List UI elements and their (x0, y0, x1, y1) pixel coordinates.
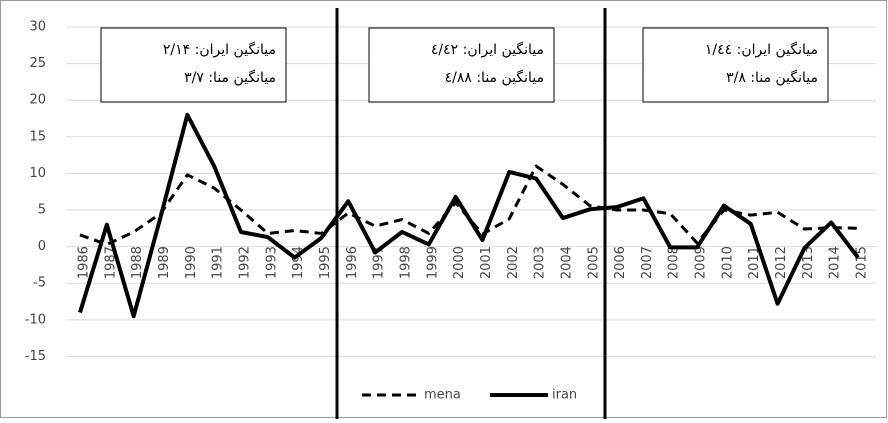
x-tick-label: 2006 (613, 246, 628, 279)
x-tick-label: 1990 (184, 246, 199, 279)
y-tick-label: 0 (38, 239, 46, 254)
x-tick-label: 2011 (747, 246, 762, 279)
y-tick-label: -10 (25, 312, 46, 327)
x-tick-label: 1992 (237, 246, 252, 279)
x-tick-label: 2007 (640, 246, 655, 279)
x-tick-label: 1995 (318, 246, 333, 279)
x-tick-label: 1991 (211, 246, 226, 279)
x-tick-label: 2000 (452, 246, 467, 279)
annotation-box (100, 27, 287, 103)
x-tick-label: 2009 (694, 246, 709, 279)
annotation: میانگین منا: ۳/۷ (184, 69, 276, 86)
x-tick-label: 2008 (667, 246, 682, 279)
x-tick-label: 1988 (130, 246, 145, 279)
x-tick-label: 2015 (855, 246, 870, 279)
x-tick-label: 1989 (157, 246, 172, 279)
y-tick-label: 25 (29, 56, 46, 71)
y-tick-label: 5 (38, 203, 46, 218)
series-line (78, 112, 860, 319)
legend-label: iran (552, 388, 577, 403)
x-tick-label: 1999 (425, 246, 440, 279)
annotation: میانگین منا: ٤/۸۸ (445, 69, 544, 86)
x-tick-label: 2005 (586, 246, 601, 279)
annotation: میانگین ایران: ٤/٤۲ (431, 41, 544, 58)
x-tick-label: 2001 (479, 246, 494, 279)
x-tick-label: 2010 (720, 246, 735, 279)
annotation-box (642, 27, 829, 103)
x-tick-label: 2014 (828, 246, 843, 279)
annotation-box (368, 27, 555, 103)
y-tick-label: -15 (25, 349, 46, 364)
x-tick-label: 2004 (559, 246, 574, 279)
x-tick-label: 1996 (345, 246, 360, 279)
y-tick-label: 10 (29, 166, 46, 181)
annotation: میانگین منا: ۳/۸ (726, 69, 818, 86)
annotation: میانگین ایران: ۲/۱۴ (163, 41, 276, 58)
x-tick-label: 2003 (533, 246, 548, 279)
x-tick-label: 2002 (506, 246, 521, 279)
y-tick-label: 30 (29, 20, 46, 35)
x-tick-label: 2013 (801, 246, 816, 279)
annotation: میانگین ایران: ۱/٤٤ (705, 41, 818, 58)
x-tick-label: 2012 (774, 246, 789, 279)
x-tick-label: 1986 (77, 246, 92, 279)
x-tick-label: 1998 (398, 246, 413, 279)
y-tick-label: 15 (29, 129, 46, 144)
legend-label: mena (424, 388, 461, 403)
y-tick-label: 20 (29, 93, 46, 108)
y-tick-label: -5 (33, 276, 46, 291)
x-tick-label: 1993 (264, 246, 279, 279)
